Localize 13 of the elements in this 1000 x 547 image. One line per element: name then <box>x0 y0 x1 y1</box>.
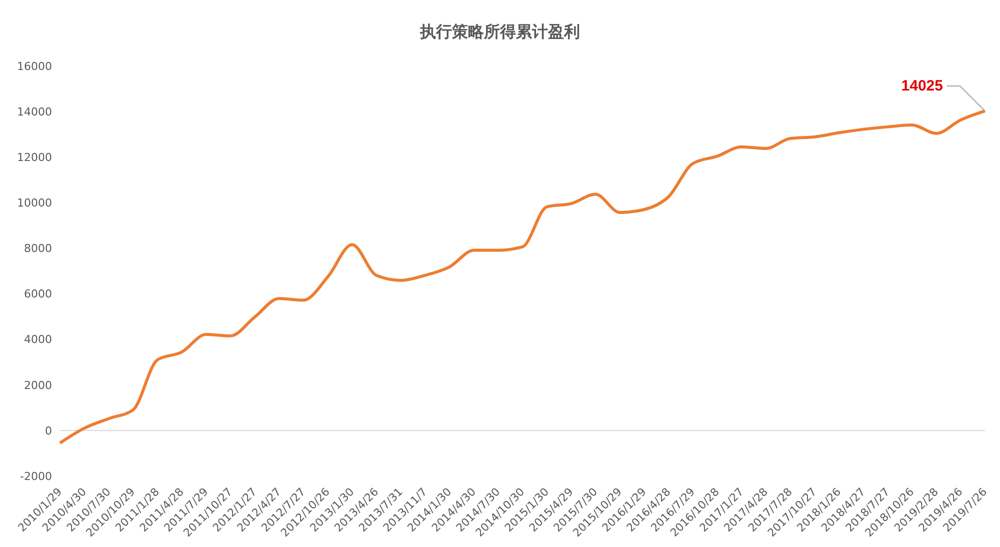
annotation: 14025 <box>901 77 943 94</box>
y-tick-label: 10000 <box>17 196 52 210</box>
y-tick-label: 4000 <box>24 333 52 346</box>
y-tick-label: 0 <box>45 424 52 438</box>
y-tick-label: 12000 <box>17 151 52 164</box>
y-tick-label: 16000 <box>17 60 52 73</box>
y-tick-label: 2000 <box>24 378 52 392</box>
y-tick-label: 6000 <box>24 288 52 301</box>
line-series <box>58 109 986 444</box>
y-tick-label: -2000 <box>20 470 52 483</box>
chart-title: 执行策略所得累计盈利 <box>418 22 581 43</box>
y-tick-label: 14000 <box>17 105 52 118</box>
y-tick-label: 8000 <box>24 242 52 256</box>
